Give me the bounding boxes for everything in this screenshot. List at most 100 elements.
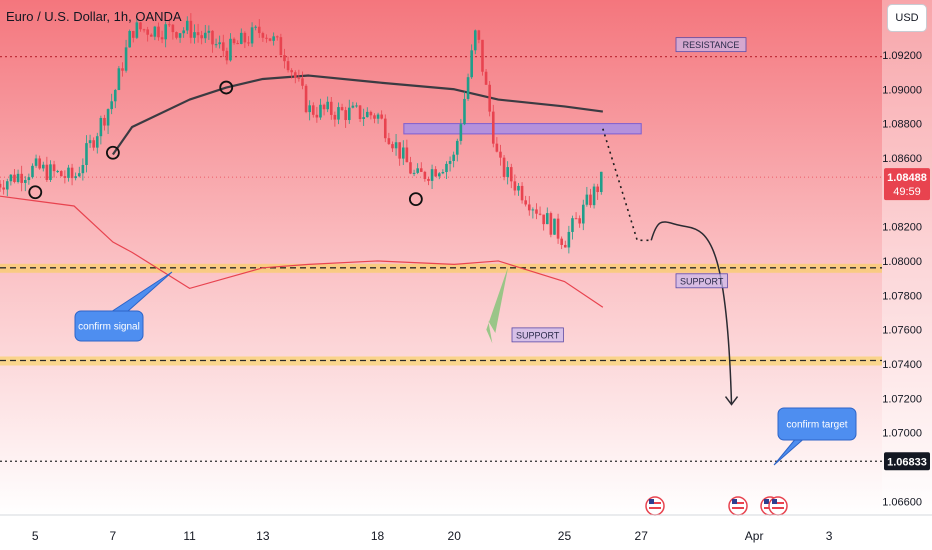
event-flag-icon[interactable] — [728, 496, 748, 516]
candle-body — [513, 181, 517, 191]
candle-body — [398, 142, 401, 159]
order-zone[interactable] — [403, 123, 642, 135]
projection-solid-path[interactable] — [650, 221, 733, 405]
candle-body — [293, 72, 297, 78]
candle-body — [574, 218, 578, 220]
candle-body — [106, 109, 110, 126]
flag-canton — [772, 499, 777, 504]
candle-body — [175, 32, 178, 38]
candle-body — [38, 158, 41, 169]
confirm-signal-callout-box[interactable] — [74, 310, 144, 342]
candle-body — [553, 218, 556, 235]
support-upper-label-text: SUPPORT — [680, 276, 724, 286]
resistance-label-box[interactable] — [675, 37, 747, 53]
candle-body — [495, 143, 499, 152]
green-arrow[interactable] — [486, 266, 509, 344]
candle-body — [185, 20, 189, 31]
candle-body — [250, 27, 254, 44]
flag-canton — [649, 499, 654, 504]
confirm-signal-callout-text: confirm signal — [78, 322, 140, 333]
swing-circle[interactable] — [408, 192, 423, 207]
candle-body — [49, 164, 52, 180]
candle-body — [322, 104, 326, 110]
candle-body — [16, 173, 20, 182]
countdown-label: 49:59 — [893, 186, 921, 198]
x-tick-label: 18 — [371, 529, 385, 543]
candle-body — [178, 33, 182, 38]
candle-body — [340, 107, 344, 111]
support-lower-label-box[interactable] — [511, 327, 564, 343]
candle-body — [13, 174, 16, 182]
candle-body — [326, 101, 329, 110]
flag-canton — [732, 499, 737, 504]
candle-body — [599, 171, 603, 193]
candle-body — [243, 32, 247, 43]
candle-body — [329, 101, 333, 115]
candle-body — [581, 204, 585, 224]
confirm-target-callout-box[interactable] — [777, 407, 857, 441]
candle-body — [362, 117, 365, 119]
current-price-tag[interactable] — [884, 168, 930, 201]
candle-body — [160, 37, 164, 40]
candle-body — [196, 32, 200, 36]
candle-body — [193, 32, 196, 38]
candle-body — [236, 43, 239, 45]
candle-body — [517, 185, 520, 191]
candle-body — [391, 144, 394, 149]
candle-body — [455, 140, 459, 155]
candle-body — [520, 185, 524, 201]
candle-body — [221, 42, 225, 51]
candle-body — [229, 38, 232, 61]
flag-stripe — [649, 502, 661, 504]
currency-button[interactable]: USD — [887, 4, 927, 32]
candle-body — [578, 218, 581, 224]
candle-body — [232, 38, 236, 44]
candle-body — [463, 98, 466, 125]
candle-body — [358, 105, 362, 119]
candle-body — [128, 30, 131, 48]
candle-body — [56, 171, 59, 173]
y-tick-label: 1.07800 — [882, 290, 922, 302]
x-tick-label: 27 — [635, 529, 649, 543]
x-tick-label: 5 — [32, 529, 39, 543]
candle-body — [207, 30, 211, 33]
candle-body — [491, 111, 495, 144]
swing-circle[interactable] — [219, 80, 234, 95]
projection-dotted-path[interactable] — [602, 128, 652, 242]
confirm-signal-callout-pointer — [112, 271, 173, 312]
event-flag-icon[interactable] — [645, 496, 665, 516]
event-flag-icon[interactable] — [768, 496, 788, 516]
target-price-label: 1.06833 — [887, 456, 927, 468]
candle-body — [268, 38, 272, 41]
candle-body — [124, 47, 128, 71]
support-upper-label-box[interactable] — [675, 273, 728, 289]
candle-body — [135, 22, 139, 38]
candle-body — [52, 164, 56, 172]
candle-body — [319, 104, 322, 118]
candle-body — [110, 101, 113, 110]
candle-body — [301, 78, 304, 86]
candle-body — [409, 162, 412, 174]
candle-body — [441, 172, 445, 174]
candle-body — [70, 167, 74, 179]
target-price-tag[interactable] — [884, 452, 930, 471]
candle-body — [524, 200, 527, 205]
candle-body — [585, 194, 589, 205]
swing-circle[interactable] — [28, 185, 43, 200]
candle-body — [113, 89, 117, 102]
candle-body — [556, 218, 560, 239]
swing-circle[interactable] — [105, 145, 120, 160]
y-tick-label: 1.07000 — [882, 428, 922, 440]
candle-body — [247, 42, 250, 44]
candle-body — [157, 26, 160, 38]
candle-body — [531, 209, 535, 211]
candle-body — [149, 34, 153, 37]
flag-stripe — [732, 502, 744, 504]
candle-body — [401, 147, 405, 159]
candle-body — [571, 218, 574, 232]
candle-body — [387, 138, 391, 145]
candle-body — [290, 70, 293, 73]
candle-body — [545, 213, 549, 225]
